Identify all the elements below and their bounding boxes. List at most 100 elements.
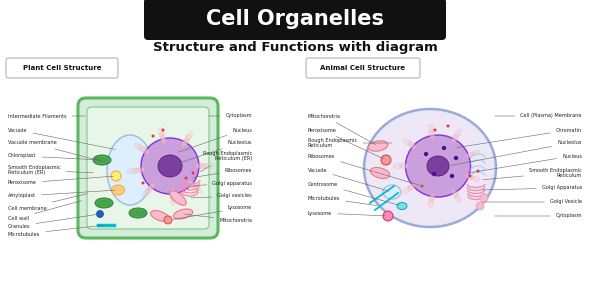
Ellipse shape bbox=[408, 142, 416, 149]
Ellipse shape bbox=[455, 129, 461, 137]
Ellipse shape bbox=[93, 155, 111, 165]
Circle shape bbox=[450, 174, 454, 178]
Ellipse shape bbox=[430, 130, 435, 139]
Circle shape bbox=[142, 182, 145, 184]
Text: Vacuole: Vacuole bbox=[308, 168, 389, 191]
Circle shape bbox=[111, 171, 121, 181]
Ellipse shape bbox=[399, 164, 408, 168]
Ellipse shape bbox=[188, 181, 196, 188]
Circle shape bbox=[447, 124, 450, 128]
Text: Smooth Endoplasmic
Reticulum (ER): Smooth Endoplasmic Reticulum (ER) bbox=[8, 165, 93, 175]
Text: Rough Endoplasmic
Reticulum: Rough Endoplasmic Reticulum bbox=[308, 137, 392, 148]
Ellipse shape bbox=[452, 134, 458, 142]
Text: Microtubules: Microtubules bbox=[308, 195, 377, 206]
Ellipse shape bbox=[160, 131, 165, 140]
Ellipse shape bbox=[404, 187, 411, 194]
Text: Animal Cell Structure: Animal Cell Structure bbox=[320, 65, 405, 71]
Text: Cell Organelles: Cell Organelles bbox=[206, 9, 384, 29]
Ellipse shape bbox=[394, 164, 402, 168]
Ellipse shape bbox=[466, 152, 474, 158]
Text: Golgi vesicles: Golgi vesicles bbox=[191, 193, 252, 198]
Ellipse shape bbox=[195, 164, 205, 168]
Ellipse shape bbox=[471, 176, 480, 182]
Ellipse shape bbox=[455, 195, 461, 203]
Circle shape bbox=[421, 184, 424, 188]
Ellipse shape bbox=[192, 184, 199, 191]
Ellipse shape bbox=[364, 109, 496, 227]
Ellipse shape bbox=[171, 197, 175, 206]
Circle shape bbox=[97, 211, 103, 218]
Text: Rough Endoplasmic
Reticulum (ER): Rough Endoplasmic Reticulum (ER) bbox=[201, 151, 252, 172]
Ellipse shape bbox=[471, 150, 480, 156]
Text: Lysosome: Lysosome bbox=[173, 206, 252, 220]
Ellipse shape bbox=[186, 131, 192, 140]
Circle shape bbox=[383, 211, 393, 221]
Ellipse shape bbox=[428, 199, 434, 208]
Ellipse shape bbox=[134, 143, 142, 150]
Ellipse shape bbox=[428, 124, 434, 133]
Text: Cytoplasm: Cytoplasm bbox=[209, 113, 252, 119]
Text: Chromatin: Chromatin bbox=[457, 128, 582, 148]
Circle shape bbox=[454, 156, 458, 160]
Ellipse shape bbox=[404, 138, 411, 145]
Ellipse shape bbox=[150, 211, 169, 222]
Circle shape bbox=[432, 172, 436, 176]
Text: Vacuole: Vacuole bbox=[8, 128, 115, 149]
Ellipse shape bbox=[430, 193, 435, 202]
Ellipse shape bbox=[427, 156, 449, 176]
Circle shape bbox=[424, 152, 428, 156]
Ellipse shape bbox=[159, 127, 164, 136]
Circle shape bbox=[162, 128, 165, 131]
Circle shape bbox=[152, 135, 155, 137]
Text: Plant Cell Structure: Plant Cell Structure bbox=[23, 65, 101, 71]
Text: Nucleolus: Nucleolus bbox=[451, 140, 582, 166]
Circle shape bbox=[381, 155, 391, 165]
Ellipse shape bbox=[170, 193, 175, 202]
Text: Microtubules: Microtubules bbox=[8, 225, 103, 237]
Circle shape bbox=[477, 169, 480, 173]
Ellipse shape bbox=[368, 141, 388, 151]
Text: Nucleolus: Nucleolus bbox=[173, 140, 252, 165]
Text: Centrosome: Centrosome bbox=[308, 182, 399, 205]
Text: Ribosomes: Ribosomes bbox=[308, 153, 419, 185]
Text: Amyloplast: Amyloplast bbox=[8, 190, 115, 198]
Ellipse shape bbox=[95, 198, 113, 208]
Ellipse shape bbox=[107, 135, 153, 205]
Ellipse shape bbox=[141, 148, 149, 154]
Ellipse shape bbox=[452, 190, 458, 198]
Circle shape bbox=[185, 177, 188, 180]
Text: Cytoplasm: Cytoplasm bbox=[495, 213, 582, 218]
Ellipse shape bbox=[195, 186, 202, 193]
Ellipse shape bbox=[383, 185, 401, 199]
Circle shape bbox=[476, 202, 484, 210]
Ellipse shape bbox=[142, 190, 149, 197]
Text: Ribosomes: Ribosomes bbox=[193, 168, 252, 177]
Ellipse shape bbox=[182, 139, 188, 147]
Ellipse shape bbox=[141, 138, 199, 194]
Ellipse shape bbox=[129, 208, 147, 218]
Ellipse shape bbox=[405, 135, 470, 197]
Text: Golgi apparatus: Golgi apparatus bbox=[193, 180, 252, 186]
Text: Smooth Endoplasmic
Reticulum: Smooth Endoplasmic Reticulum bbox=[483, 168, 582, 180]
Text: Structure and Functions with diagram: Structure and Functions with diagram bbox=[153, 41, 437, 53]
Circle shape bbox=[480, 194, 488, 202]
Ellipse shape bbox=[205, 164, 214, 168]
Ellipse shape bbox=[466, 174, 474, 180]
Ellipse shape bbox=[127, 169, 136, 174]
Text: Granules: Granules bbox=[8, 214, 97, 229]
Text: Cell membrane: Cell membrane bbox=[8, 194, 87, 211]
Ellipse shape bbox=[145, 186, 152, 194]
Ellipse shape bbox=[132, 168, 140, 173]
Ellipse shape bbox=[137, 145, 146, 152]
Circle shape bbox=[164, 216, 172, 224]
Ellipse shape bbox=[136, 167, 145, 173]
FancyBboxPatch shape bbox=[306, 58, 420, 78]
FancyBboxPatch shape bbox=[78, 98, 218, 238]
Circle shape bbox=[468, 175, 471, 177]
Text: Golgi Apparatus: Golgi Apparatus bbox=[483, 186, 582, 191]
Text: Chloroplast: Chloroplast bbox=[8, 153, 99, 160]
Text: Vacuole membrane: Vacuole membrane bbox=[8, 140, 105, 162]
Circle shape bbox=[192, 171, 195, 175]
Ellipse shape bbox=[184, 135, 191, 143]
Text: Mitochondria: Mitochondria bbox=[185, 214, 252, 222]
